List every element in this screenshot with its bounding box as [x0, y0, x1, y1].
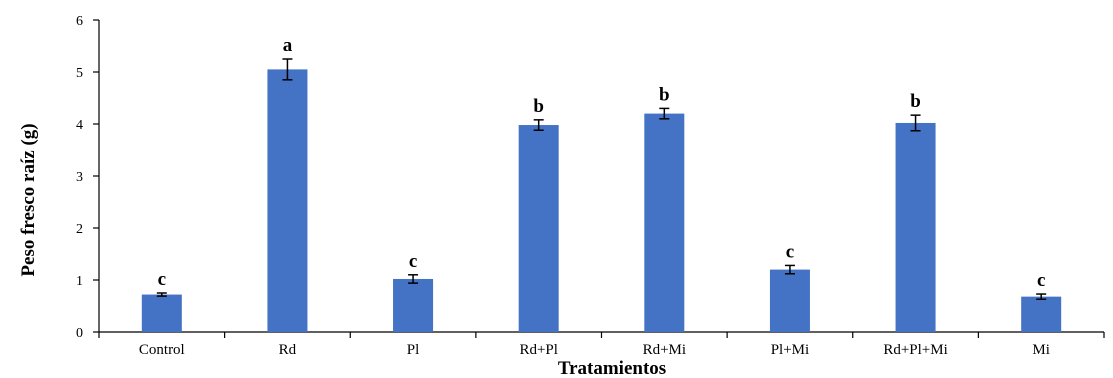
significance-letter: c: [1037, 270, 1045, 291]
y-tick-label: 6: [76, 14, 83, 29]
significance-letter: c: [786, 241, 794, 262]
y-axis-title: Peso fresco raíz (g): [18, 123, 39, 276]
bar: [1021, 296, 1062, 332]
bar: [267, 69, 308, 333]
y-tick-label: 1: [76, 274, 83, 289]
category-label: Rd+Pl: [519, 342, 557, 358]
bar: [518, 125, 559, 332]
significance-letter: c: [158, 269, 166, 290]
x-axis-title: Tratamientos: [558, 358, 666, 378]
y-tick-label: 3: [76, 170, 83, 185]
category-label: Rd+Pl+Mi: [883, 342, 947, 358]
bar: [769, 269, 810, 332]
significance-letter: b: [533, 96, 544, 117]
category-label: Rd+Mi: [643, 342, 686, 358]
significance-letter: a: [283, 35, 293, 56]
category-label: Pl: [407, 342, 420, 358]
bar: [393, 278, 434, 332]
significance-letter: b: [910, 91, 921, 112]
bar: [141, 294, 182, 332]
bar: [895, 122, 936, 333]
category-label: Control: [139, 342, 185, 358]
y-tick-label: 0: [76, 326, 83, 341]
category-label: Rd: [279, 342, 297, 358]
y-tick-label: 4: [76, 118, 83, 133]
bar: [644, 113, 685, 332]
y-tick-label: 2: [76, 222, 83, 237]
significance-letter: c: [409, 251, 417, 272]
plot-area: 0 1 2 3 4 5 6 c Control a Rd c Pl b Rd+Pl b Rd+Mi c Pl+Mi b…: [76, 14, 1105, 358]
y-tick-label: 5: [76, 66, 83, 81]
category-label: Mi: [1032, 342, 1050, 358]
significance-letter: b: [659, 84, 670, 105]
category-label: Pl+Mi: [771, 342, 809, 358]
